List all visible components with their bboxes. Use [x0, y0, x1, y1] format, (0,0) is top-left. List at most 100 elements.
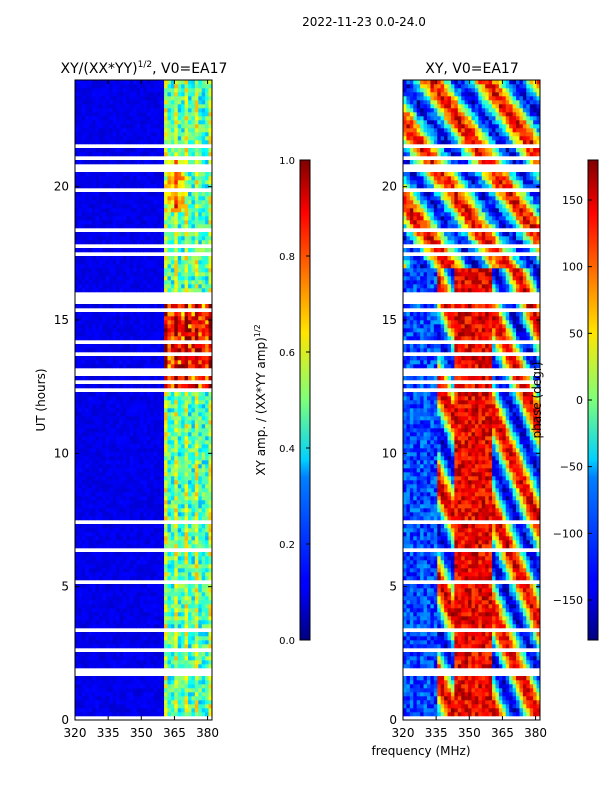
heatmap-cell	[98, 260, 103, 265]
heatmap-cell	[184, 676, 189, 681]
heatmap-cell	[98, 528, 103, 533]
heatmap-cell	[184, 232, 189, 237]
heatmap-cell	[191, 664, 196, 669]
heatmap-cell	[78, 344, 83, 349]
heatmap-cell	[191, 696, 196, 701]
heatmap-cell	[140, 496, 144, 501]
heatmap-cell	[143, 584, 148, 589]
heatmap-cell	[105, 532, 110, 537]
heatmap-cell	[133, 596, 138, 601]
heatmap-cell	[201, 488, 206, 493]
heatmap-cell	[98, 148, 103, 153]
heatmap-cell	[105, 348, 110, 353]
heatmap-cell	[160, 660, 165, 665]
heatmap-cell	[170, 656, 175, 661]
heatmap-cell	[92, 536, 96, 541]
heatmap-cell	[208, 684, 213, 689]
heatmap-cell	[92, 404, 96, 409]
heatmap-cell	[109, 408, 114, 413]
heatmap-cell	[146, 640, 151, 645]
heatmap-cell	[92, 492, 96, 497]
heatmap-cell	[208, 128, 213, 133]
heatmap-cell	[194, 392, 199, 397]
heatmap-cell	[157, 656, 162, 661]
heatmap-cell	[201, 392, 206, 397]
heatmap-cell	[208, 148, 213, 153]
heatmap-cell	[191, 532, 196, 537]
heatmap-cell	[157, 484, 162, 489]
heatmap-cell	[194, 320, 199, 325]
heatmap-cell	[191, 472, 196, 477]
heatmap-cell	[201, 708, 206, 713]
heatmap-cell	[170, 616, 175, 621]
heatmap-cell	[122, 128, 127, 133]
heatmap-cell	[208, 608, 213, 613]
heatmap-cell	[136, 408, 141, 413]
heatmap-cell	[85, 636, 90, 641]
heatmap-cell	[188, 408, 192, 413]
heatmap-cell	[122, 500, 127, 505]
heatmap-cell	[157, 556, 162, 561]
heatmap-cell	[105, 216, 110, 221]
heatmap-cell	[85, 632, 90, 637]
heatmap-cell	[164, 504, 168, 509]
heatmap-cell	[153, 508, 158, 513]
heatmap-cell	[136, 312, 141, 317]
heatmap-cell	[170, 220, 175, 225]
heatmap-cell	[164, 464, 168, 469]
heatmap-cell	[146, 488, 151, 493]
heatmap-cell	[116, 212, 120, 217]
heatmap-cell	[201, 640, 206, 645]
heatmap-cell	[112, 432, 117, 437]
heatmap-cell	[92, 272, 96, 277]
heatmap-cell	[81, 240, 86, 245]
heatmap-cell	[112, 192, 117, 197]
heatmap-cell	[81, 604, 86, 609]
heatmap-cell	[140, 660, 144, 665]
heatmap-cell	[184, 560, 189, 565]
heatmap-cell	[143, 496, 148, 501]
heatmap-cell	[105, 408, 110, 413]
heatmap-cell	[177, 216, 182, 221]
heatmap-cell	[164, 692, 168, 697]
heatmap-cell	[136, 640, 141, 645]
heatmap-cell	[129, 640, 134, 645]
heatmap-cell	[81, 588, 86, 593]
heatmap-cell	[157, 444, 162, 449]
heatmap-cell	[119, 552, 124, 557]
heatmap-cell	[170, 464, 175, 469]
heatmap-cell	[75, 452, 79, 457]
heatmap-cell	[119, 676, 124, 681]
heatmap-cell	[81, 540, 86, 545]
heatmap-cell	[181, 396, 185, 401]
heatmap-cell	[109, 484, 114, 489]
heatmap-cell	[143, 260, 148, 265]
heatmap-cell	[119, 500, 124, 505]
heatmap-cell	[85, 660, 90, 665]
heatmap-cell	[129, 604, 134, 609]
heatmap-cell	[119, 472, 124, 477]
heatmap-cell	[85, 616, 90, 621]
heatmap-cell	[95, 324, 100, 329]
heatmap-cell	[92, 248, 96, 253]
heatmap-cell	[164, 192, 168, 197]
heatmap-cell	[143, 492, 148, 497]
heatmap-cell	[191, 148, 196, 153]
heatmap-cell	[81, 516, 86, 521]
heatmap-cell	[88, 572, 93, 577]
heatmap-cell	[205, 604, 209, 609]
heatmap-cell	[153, 396, 158, 401]
heatmap-cell	[146, 700, 151, 705]
heatmap-cell	[174, 424, 179, 429]
heatmap-cell	[119, 644, 124, 649]
heatmap-cell	[88, 532, 93, 537]
heatmap-cell	[177, 524, 182, 529]
heatmap-cell	[78, 276, 83, 281]
heatmap-cell	[85, 304, 90, 309]
heatmap-cell	[75, 324, 79, 329]
heatmap-cell	[92, 452, 96, 457]
heatmap-cell	[208, 216, 213, 221]
heatmap-cell	[208, 632, 213, 637]
heatmap-cell	[153, 524, 158, 529]
heatmap-cell	[177, 200, 182, 205]
